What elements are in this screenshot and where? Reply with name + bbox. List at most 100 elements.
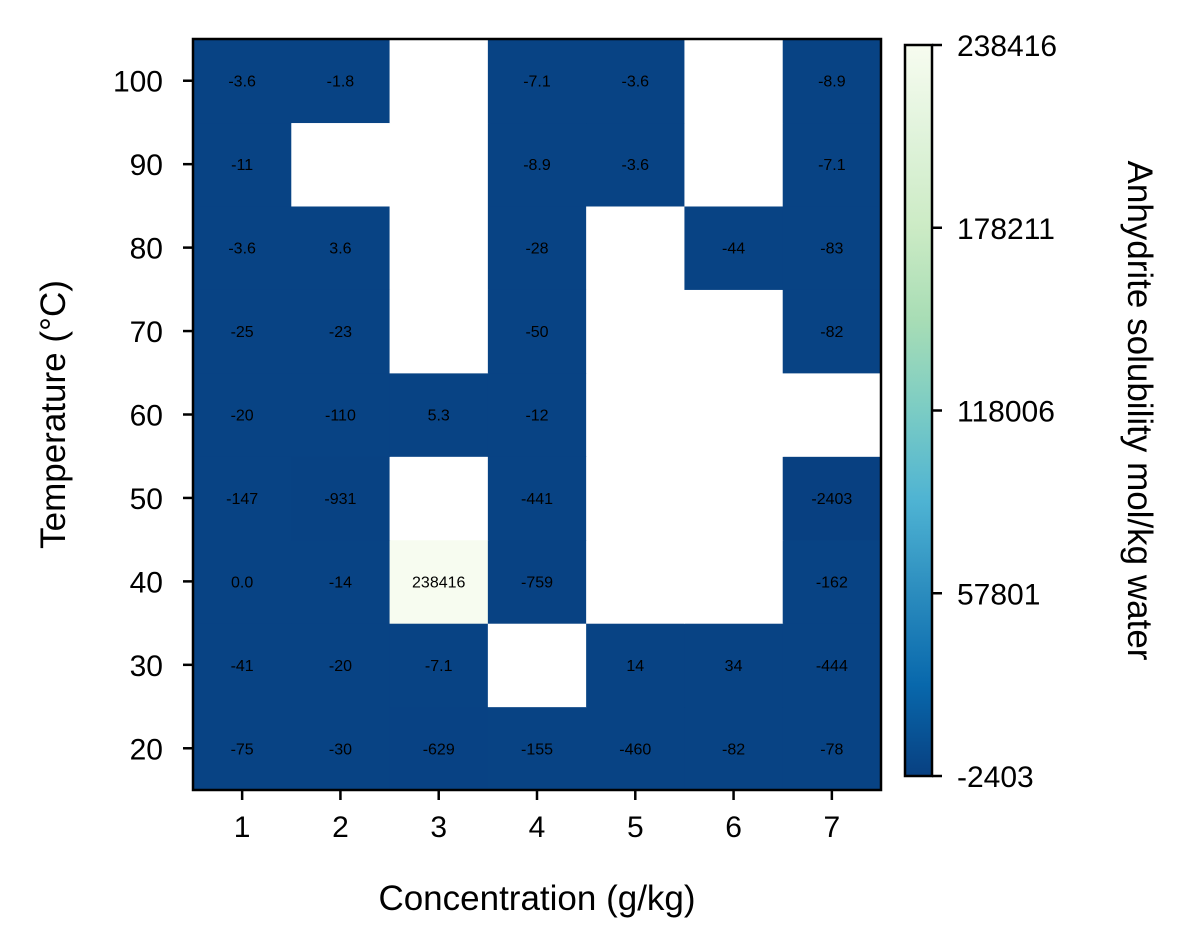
cell-value-label: -3.6: [228, 74, 256, 91]
heatmap-cell: [389, 623, 489, 708]
heatmap-cell: [193, 39, 292, 124]
cell-value-label: -14: [329, 574, 352, 591]
x-axis-title: Concentration (g/kg): [378, 879, 695, 918]
heatmap-cell: [291, 706, 391, 791]
cell-value-label: -25: [231, 324, 254, 341]
heatmap-cell-empty: [684, 456, 784, 541]
cell-value-label: -3.6: [228, 241, 256, 258]
cell-value-label: -7.1: [425, 658, 453, 675]
heatmap-cell: [487, 456, 587, 541]
heatmap-cell: [782, 706, 882, 791]
heatmap-cell: [487, 39, 587, 124]
x-axis-ticks: 1 2 3 4 5 6 7: [234, 790, 840, 844]
heatmap-cell: [193, 623, 292, 708]
colorbar-title: Anhydrite solubility mol/kg water: [1120, 161, 1159, 661]
colorbar-tick-label: 57801: [957, 578, 1040, 611]
heatmap-cell-empty: [586, 539, 686, 624]
heatmap-cell-empty: [782, 372, 882, 457]
x-tick-label: 2: [332, 811, 349, 844]
colorbar-ticks: 238416 178211 118006 57801 -2403: [932, 30, 1057, 794]
cell-value-label: -7.1: [818, 157, 846, 174]
heatmap-cell: [684, 706, 784, 791]
cell-value-label: 238416: [412, 574, 465, 591]
heatmap-cell: [782, 122, 882, 207]
heatmap-cell: [193, 706, 292, 791]
cell-value-label: -12: [525, 408, 548, 425]
y-tick-label: 90: [130, 149, 163, 182]
x-tick-label: 1: [234, 811, 251, 844]
cell-value-label: 5.3: [428, 408, 450, 425]
cell-value-label: -28: [525, 241, 548, 258]
heatmap-cell: [193, 205, 292, 290]
heatmap-cell: [782, 539, 882, 624]
heatmap-cell: [586, 623, 686, 708]
y-axis-ticks: 20 30 40 50 60 70 80 90 100: [113, 66, 193, 766]
y-axis-title: Temperature (°C): [34, 280, 73, 549]
heatmap-cell-empty: [684, 122, 784, 207]
heatmap-cell-empty: [389, 205, 489, 290]
cell-value-label: 0.0: [231, 574, 253, 591]
cell-value-label: -50: [525, 324, 548, 341]
heatmap-cell: [291, 372, 391, 457]
cell-value-label: -20: [231, 408, 254, 425]
heatmap-cell: [389, 706, 489, 791]
cell-value-label: -7.1: [523, 74, 551, 91]
y-tick-label: 50: [130, 483, 163, 516]
heatmap-cell: [782, 205, 882, 290]
cell-value-label: -44: [722, 241, 745, 258]
cell-value-label: -41: [231, 658, 254, 675]
cell-value-label: -931: [324, 491, 356, 508]
heatmap-cell: [586, 706, 686, 791]
cell-value-label: 14: [626, 658, 644, 675]
heatmap-cell: [193, 289, 292, 374]
heatmap-cell-empty: [586, 456, 686, 541]
cell-value-label: -629: [423, 741, 455, 758]
cell-value-label: -8.9: [818, 74, 846, 91]
heatmap-cell: [487, 205, 587, 290]
cell-value-label: -441: [521, 491, 553, 508]
heatmap-cell-empty: [586, 205, 686, 290]
heatmap-cell: [389, 539, 489, 624]
y-tick-label: 40: [130, 566, 163, 599]
cell-value-label: -11: [231, 157, 253, 174]
heatmap-cell-empty: [389, 289, 489, 374]
heatmap-cell: [291, 39, 391, 124]
heatmap-cell-empty: [389, 39, 489, 124]
heatmap-cell: [193, 122, 292, 207]
heatmap-cell: [389, 372, 489, 457]
cell-value-label: -162: [816, 574, 848, 591]
y-tick-label: 30: [130, 650, 163, 683]
x-tick-label: 4: [529, 811, 546, 844]
heatmap-cell: [684, 205, 784, 290]
heatmap-cell-empty: [684, 39, 784, 124]
x-tick-label: 3: [430, 811, 447, 844]
cell-value-label: -82: [820, 324, 843, 341]
heatmap-cell: [586, 39, 686, 124]
cell-value-label: -83: [820, 241, 843, 258]
heatmap-cell: [782, 456, 882, 541]
heatmap-cell: [193, 372, 292, 457]
heatmap-cell-empty: [684, 372, 784, 457]
heatmap-cell: [586, 122, 686, 207]
heatmap-cell-empty: [487, 623, 587, 708]
cell-value-label: -460: [619, 741, 651, 758]
x-tick-label: 7: [824, 811, 841, 844]
heatmap-cell: [487, 372, 587, 457]
cell-value-label: -444: [816, 658, 848, 675]
heatmap-cell-empty: [389, 456, 489, 541]
cell-value-label: -3.6: [621, 74, 649, 91]
heatmap-cell: [291, 289, 391, 374]
cell-value-label: -155: [521, 741, 553, 758]
cell-value-label: -3.6: [621, 157, 649, 174]
heatmap-cell-empty: [684, 289, 784, 374]
cell-value-label: -75: [231, 741, 254, 758]
cell-value-label: -2403: [811, 491, 852, 508]
y-tick-label: 70: [130, 316, 163, 349]
heatmap-cells: [193, 39, 882, 791]
heatmap-cell-empty: [291, 122, 391, 207]
cell-value-label: -20: [329, 658, 352, 675]
heatmap-cell: [487, 122, 587, 207]
colorbar-tick-label: -2403: [957, 761, 1034, 794]
heatmap-cell: [782, 289, 882, 374]
